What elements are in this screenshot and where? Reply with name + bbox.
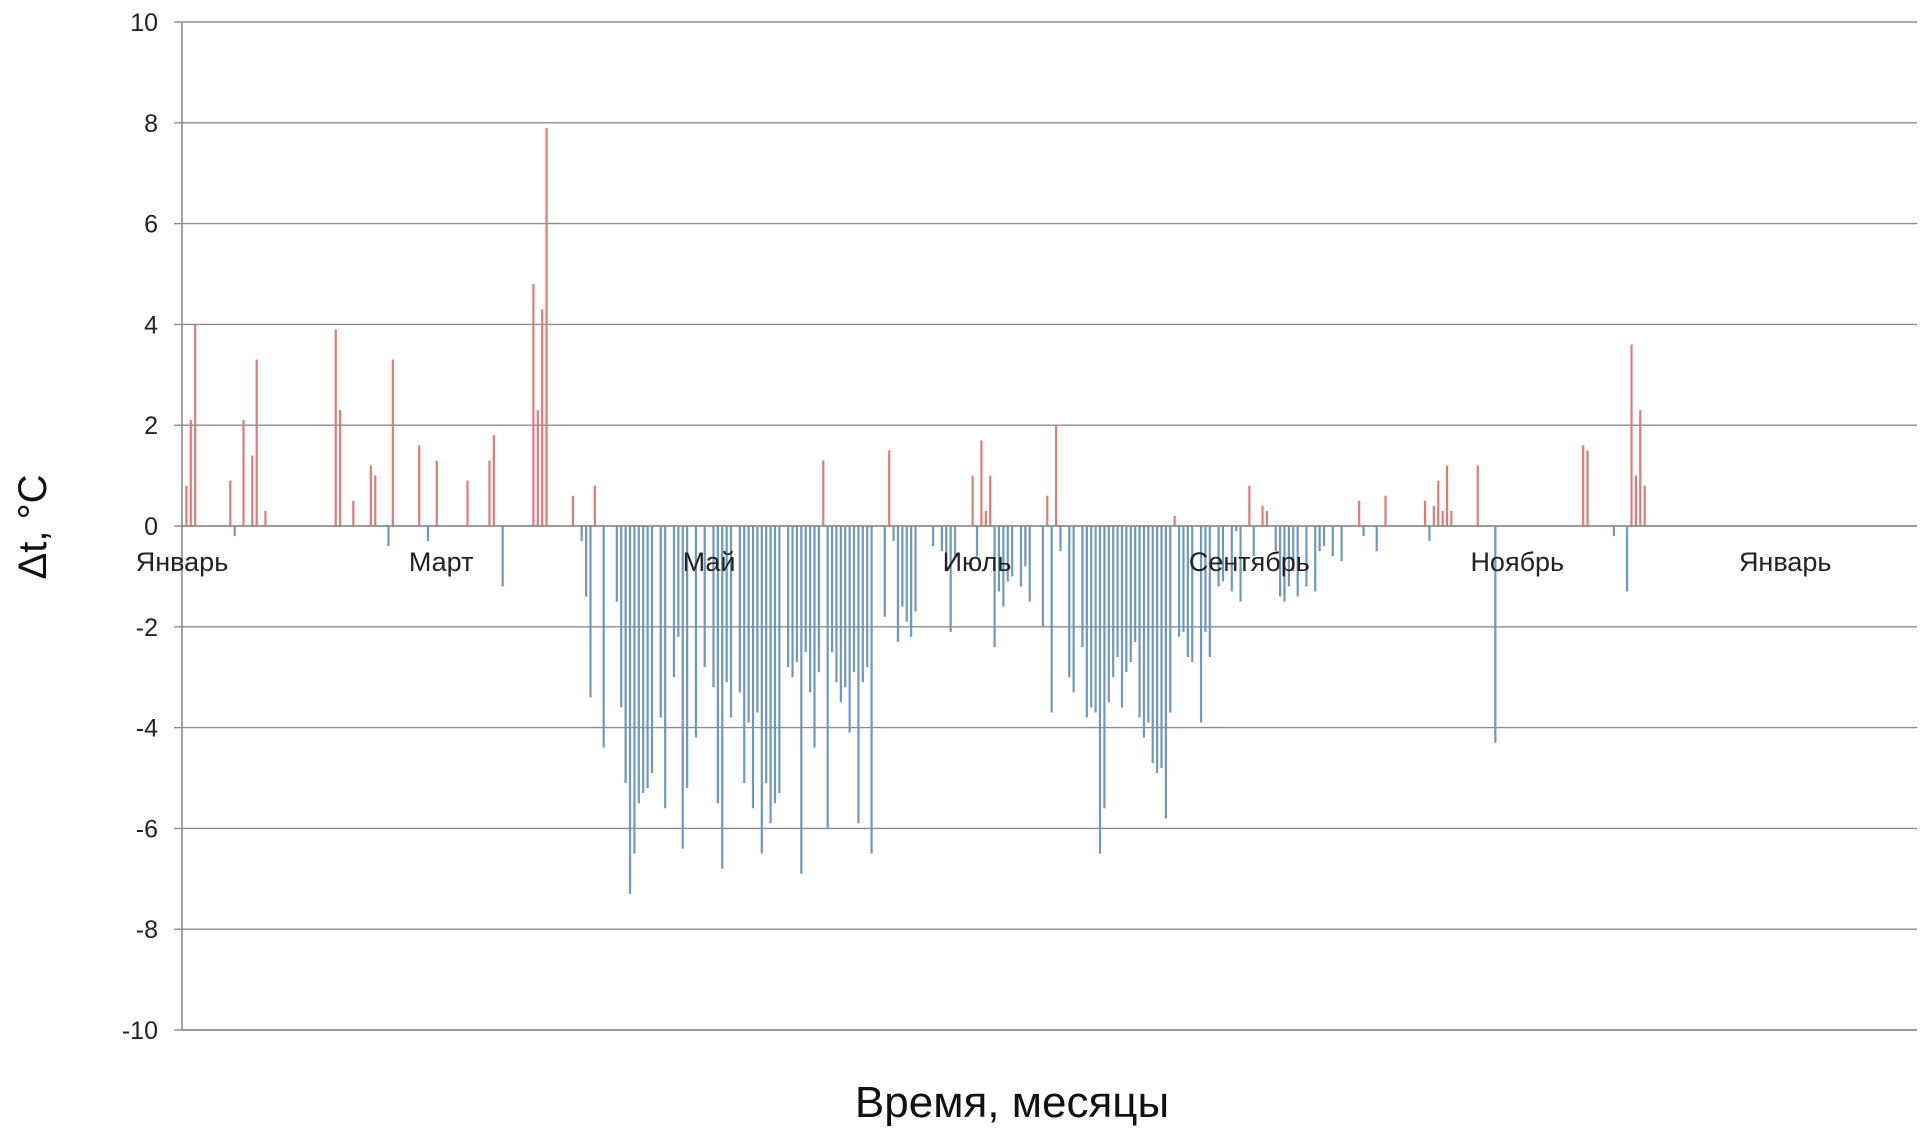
x-axis-title: Время, месяцы: [855, 1078, 1169, 1127]
month-label: Ноябрь: [1470, 547, 1564, 577]
y-tick-label: -2: [136, 614, 158, 642]
month-label: Январь: [1739, 547, 1832, 577]
month-label: Июль: [943, 547, 1012, 577]
y-tick-label: 6: [144, 211, 158, 239]
y-tick-label: 0: [144, 513, 158, 541]
y-tick-label: -6: [136, 815, 158, 843]
month-label: Май: [683, 547, 736, 577]
y-tick-label: 10: [130, 9, 158, 37]
y-tick-label: 4: [144, 311, 158, 339]
month-label: Сентябрь: [1189, 547, 1310, 577]
month-labels: Январь Март Май Июль Сентябрь Ноябрь Январь: [136, 547, 1832, 577]
axes: [174, 21, 1917, 1031]
y-tick-labels: 10 8 6 4 2 0 -2 -4 -6 -8 -10: [122, 9, 158, 1045]
y-tick-label: -4: [136, 715, 158, 743]
y-tick-label: -8: [136, 916, 158, 944]
month-label: Январь: [136, 547, 229, 577]
month-label: Март: [409, 547, 474, 577]
y-tick-label: -10: [122, 1017, 158, 1045]
y-axis-title: Δt, °C: [11, 475, 55, 580]
y-tick-label: 2: [144, 412, 158, 440]
y-tick-label: 8: [144, 110, 158, 138]
bars: [185, 127, 1646, 894]
